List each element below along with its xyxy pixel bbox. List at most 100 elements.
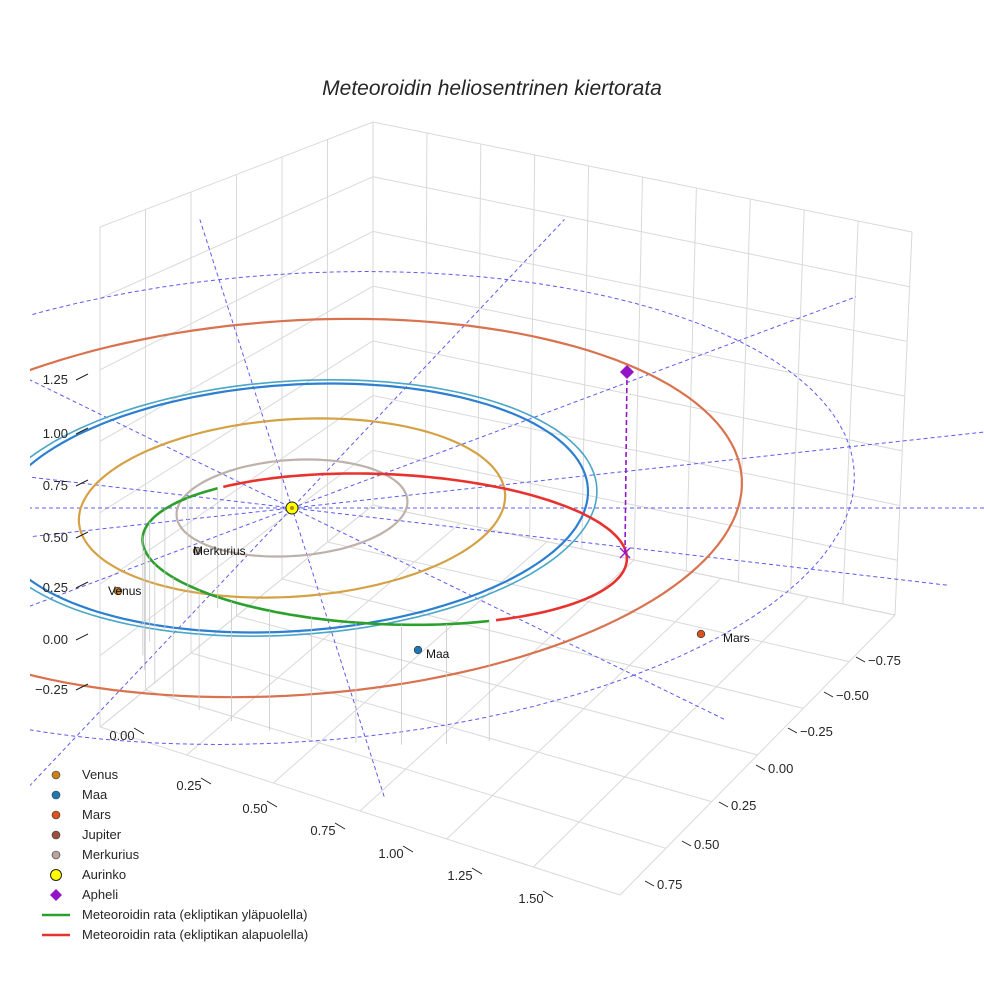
z-tick-label: 0.75 xyxy=(43,478,68,493)
wall-grid-line xyxy=(372,449,898,561)
y-tick-label: 0.75 xyxy=(657,877,682,892)
axis-ticks: 1.25 1.00 0.75 0.50 0.25 0.00 −0.25 0.00 0.25 0.5… xyxy=(35,372,901,906)
legend-diamond xyxy=(50,889,62,901)
wall-grid-line xyxy=(99,230,374,371)
wall-grid-line xyxy=(894,231,913,616)
planet-marker-maa xyxy=(413,645,423,655)
z-tick-mark xyxy=(75,633,89,641)
y-tick-label: −0.25 xyxy=(800,724,833,739)
legend-label: Merkurius xyxy=(82,847,140,862)
x-tick-label: 0.50 xyxy=(242,801,267,816)
wall-grid-line xyxy=(99,340,374,514)
y-tick-mark xyxy=(787,727,798,734)
meteoroid-orbit-above xyxy=(141,486,490,627)
aphelion-drop-line xyxy=(624,371,628,554)
legend-dot-merkurius xyxy=(51,850,61,860)
x-tick-label: 1.50 xyxy=(518,891,543,906)
z-tick-label: 0.25 xyxy=(43,580,68,595)
wall-grid-line xyxy=(99,285,374,442)
planet-label-maa: Maa xyxy=(426,647,450,661)
reference-radial-line xyxy=(30,219,565,787)
legend-label: Mars xyxy=(82,807,111,822)
orbit-maa-track xyxy=(30,378,598,638)
x-tick-label: 1.25 xyxy=(447,868,472,883)
floor-grid-line xyxy=(446,577,722,840)
legend: Venus Maa Mars Jupiter Merkurius Aurinko Aphel… xyxy=(42,767,308,942)
z-tick-mark xyxy=(75,531,89,539)
legend-dot-jupiter xyxy=(51,830,61,840)
orbit-merkurius xyxy=(175,458,409,558)
y-tick-mark xyxy=(823,691,834,698)
planet-label-merkurius: Merkurius xyxy=(193,544,246,558)
z-tick-label: 0.00 xyxy=(43,632,68,647)
plot-area: Merkurius Venus Maa Mars xyxy=(30,219,984,797)
planet-marker-mars xyxy=(696,629,706,639)
wall-grid-line xyxy=(99,176,374,299)
x-tick-mark xyxy=(471,867,483,875)
y-tick-mark xyxy=(644,880,655,887)
y-tick-label: −0.75 xyxy=(868,653,901,668)
wall-grid-line xyxy=(685,187,697,572)
z-tick-mark xyxy=(75,581,89,589)
z-tick-mark xyxy=(75,479,89,487)
wall-grid-line xyxy=(476,143,482,528)
wall-grid-line xyxy=(737,198,751,583)
x-tick-label: 0.25 xyxy=(176,778,201,793)
y-tick-label: −0.50 xyxy=(836,688,869,703)
z-tick-label: −0.25 xyxy=(35,682,68,697)
wall-grid-line xyxy=(790,209,805,594)
wall-grid-line xyxy=(372,504,896,616)
aphelion-marker xyxy=(620,365,634,379)
y-tick-mark xyxy=(681,840,692,847)
aphelion-projection-marker xyxy=(619,547,631,559)
wall-grid-line xyxy=(372,395,900,507)
x-tick-mark xyxy=(334,822,346,830)
z-tick-mark xyxy=(75,683,89,691)
sun-core xyxy=(290,506,294,510)
chart-title: Meteoroidin heliosentrinen kiertorata xyxy=(322,77,662,100)
legend-dot-mars xyxy=(51,810,61,820)
planet-label-mars: Mars xyxy=(723,631,750,645)
planet-marker-merkurius xyxy=(192,546,202,556)
z-tick-label: 0.50 xyxy=(43,530,68,545)
legend-label: Maa xyxy=(82,787,108,802)
legend-dot-maa xyxy=(51,790,61,800)
x-tick-mark xyxy=(200,777,212,785)
planet-marker-venus xyxy=(113,586,123,596)
wall-grid-line xyxy=(842,220,859,605)
wall-grid-line xyxy=(581,165,590,550)
legend-label: Meteoroidin rata (ekliptikan yläpuolella… xyxy=(82,907,307,922)
z-tick-label: 1.00 xyxy=(43,426,68,441)
x-tick-label: 0.00 xyxy=(109,728,134,743)
wall-grid-line xyxy=(372,285,905,397)
meteoroid-orbit-below xyxy=(222,472,629,622)
z-tick-mark xyxy=(75,427,89,435)
legend-sun xyxy=(50,869,62,881)
legend-label: Jupiter xyxy=(82,827,122,842)
grid-panes xyxy=(99,121,913,896)
floor-grid-line xyxy=(619,614,896,896)
y-tick-mark xyxy=(755,764,766,771)
legend-dot-venus xyxy=(51,770,61,780)
z-tick-label: 1.25 xyxy=(43,372,68,387)
wall-grid-line xyxy=(424,132,428,517)
z-tick-mark xyxy=(75,373,89,381)
orbit-mars xyxy=(30,317,744,699)
orbit-maa xyxy=(30,382,590,634)
y-tick-mark xyxy=(718,801,729,808)
x-tick-mark xyxy=(133,727,145,735)
planet-label-venus: Venus xyxy=(108,584,141,598)
y-tick-label: 0.00 xyxy=(768,761,793,776)
x-tick-label: 1.00 xyxy=(378,846,403,861)
floor-grid-line xyxy=(236,615,758,756)
wall-grid-line xyxy=(372,230,908,342)
x-tick-label: 0.75 xyxy=(310,823,335,838)
legend-label: Aurinko xyxy=(82,867,126,882)
x-tick-mark xyxy=(542,890,554,898)
legend-label: Apheli xyxy=(82,887,118,902)
legend-label: Venus xyxy=(82,767,119,782)
wall-grid-line xyxy=(372,340,903,452)
y-tick-mark xyxy=(855,656,866,663)
floor-grid-line xyxy=(327,541,850,663)
